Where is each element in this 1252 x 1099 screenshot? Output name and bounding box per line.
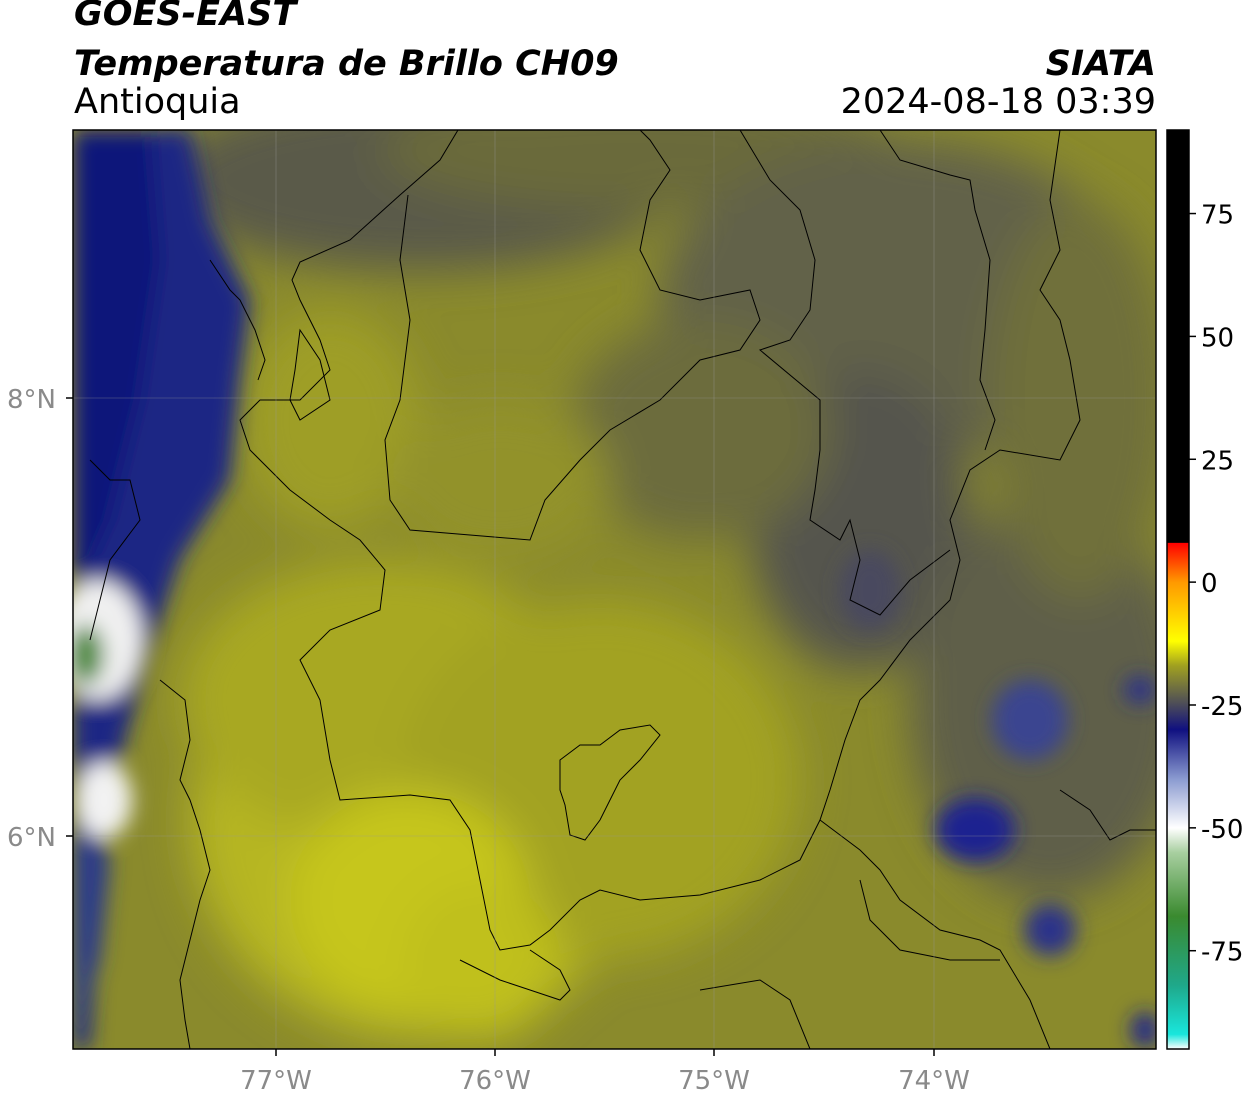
colorbar-ticks: 75 50 25 0 -25 -50 -75 [1189, 201, 1243, 968]
map-area [73, 130, 1156, 1049]
colorbar-tick-label: 25 [1201, 446, 1234, 476]
colorbar-tick-label: 0 [1201, 569, 1218, 599]
map-frame [72, 129, 1157, 1050]
lat-label-8n: 8°N [7, 385, 56, 415]
lon-label-76w: 76°W [459, 1066, 531, 1096]
agency-label: SIATA [1045, 44, 1156, 84]
lat-label-6n: 6°N [7, 823, 56, 853]
lon-label-77w: 77°W [240, 1066, 312, 1096]
lon-label-75w: 75°W [678, 1066, 750, 1096]
colorbar-tick-label: 75 [1201, 201, 1234, 231]
colorbar: 75 50 25 0 -25 -50 -75 [1166, 129, 1243, 1050]
colorbar-tick-label: -75 [1201, 938, 1243, 968]
datetime-label: 2024-08-18 03:39 [840, 82, 1156, 122]
satellite-title: GOES-EAST [74, 0, 297, 34]
product-title: Temperatura de Brillo CH09 [74, 44, 619, 84]
brightness-field [160, 130, 1156, 1040]
region-label: Antioquia [74, 82, 241, 122]
colorbar-tick-label: -50 [1201, 815, 1243, 845]
colorbar-tick-label: 50 [1201, 323, 1234, 353]
graticule [73, 130, 1156, 1049]
colorbar-bar [1166, 129, 1190, 1050]
colorbar-tick-label: -25 [1201, 692, 1243, 722]
axis-labels: 8°N 6°N 77°W 76°W 75°W 74°W [7, 385, 970, 1096]
cold-cloud-field [73, 130, 1156, 1049]
lon-label-74w: 74°W [898, 1066, 970, 1096]
